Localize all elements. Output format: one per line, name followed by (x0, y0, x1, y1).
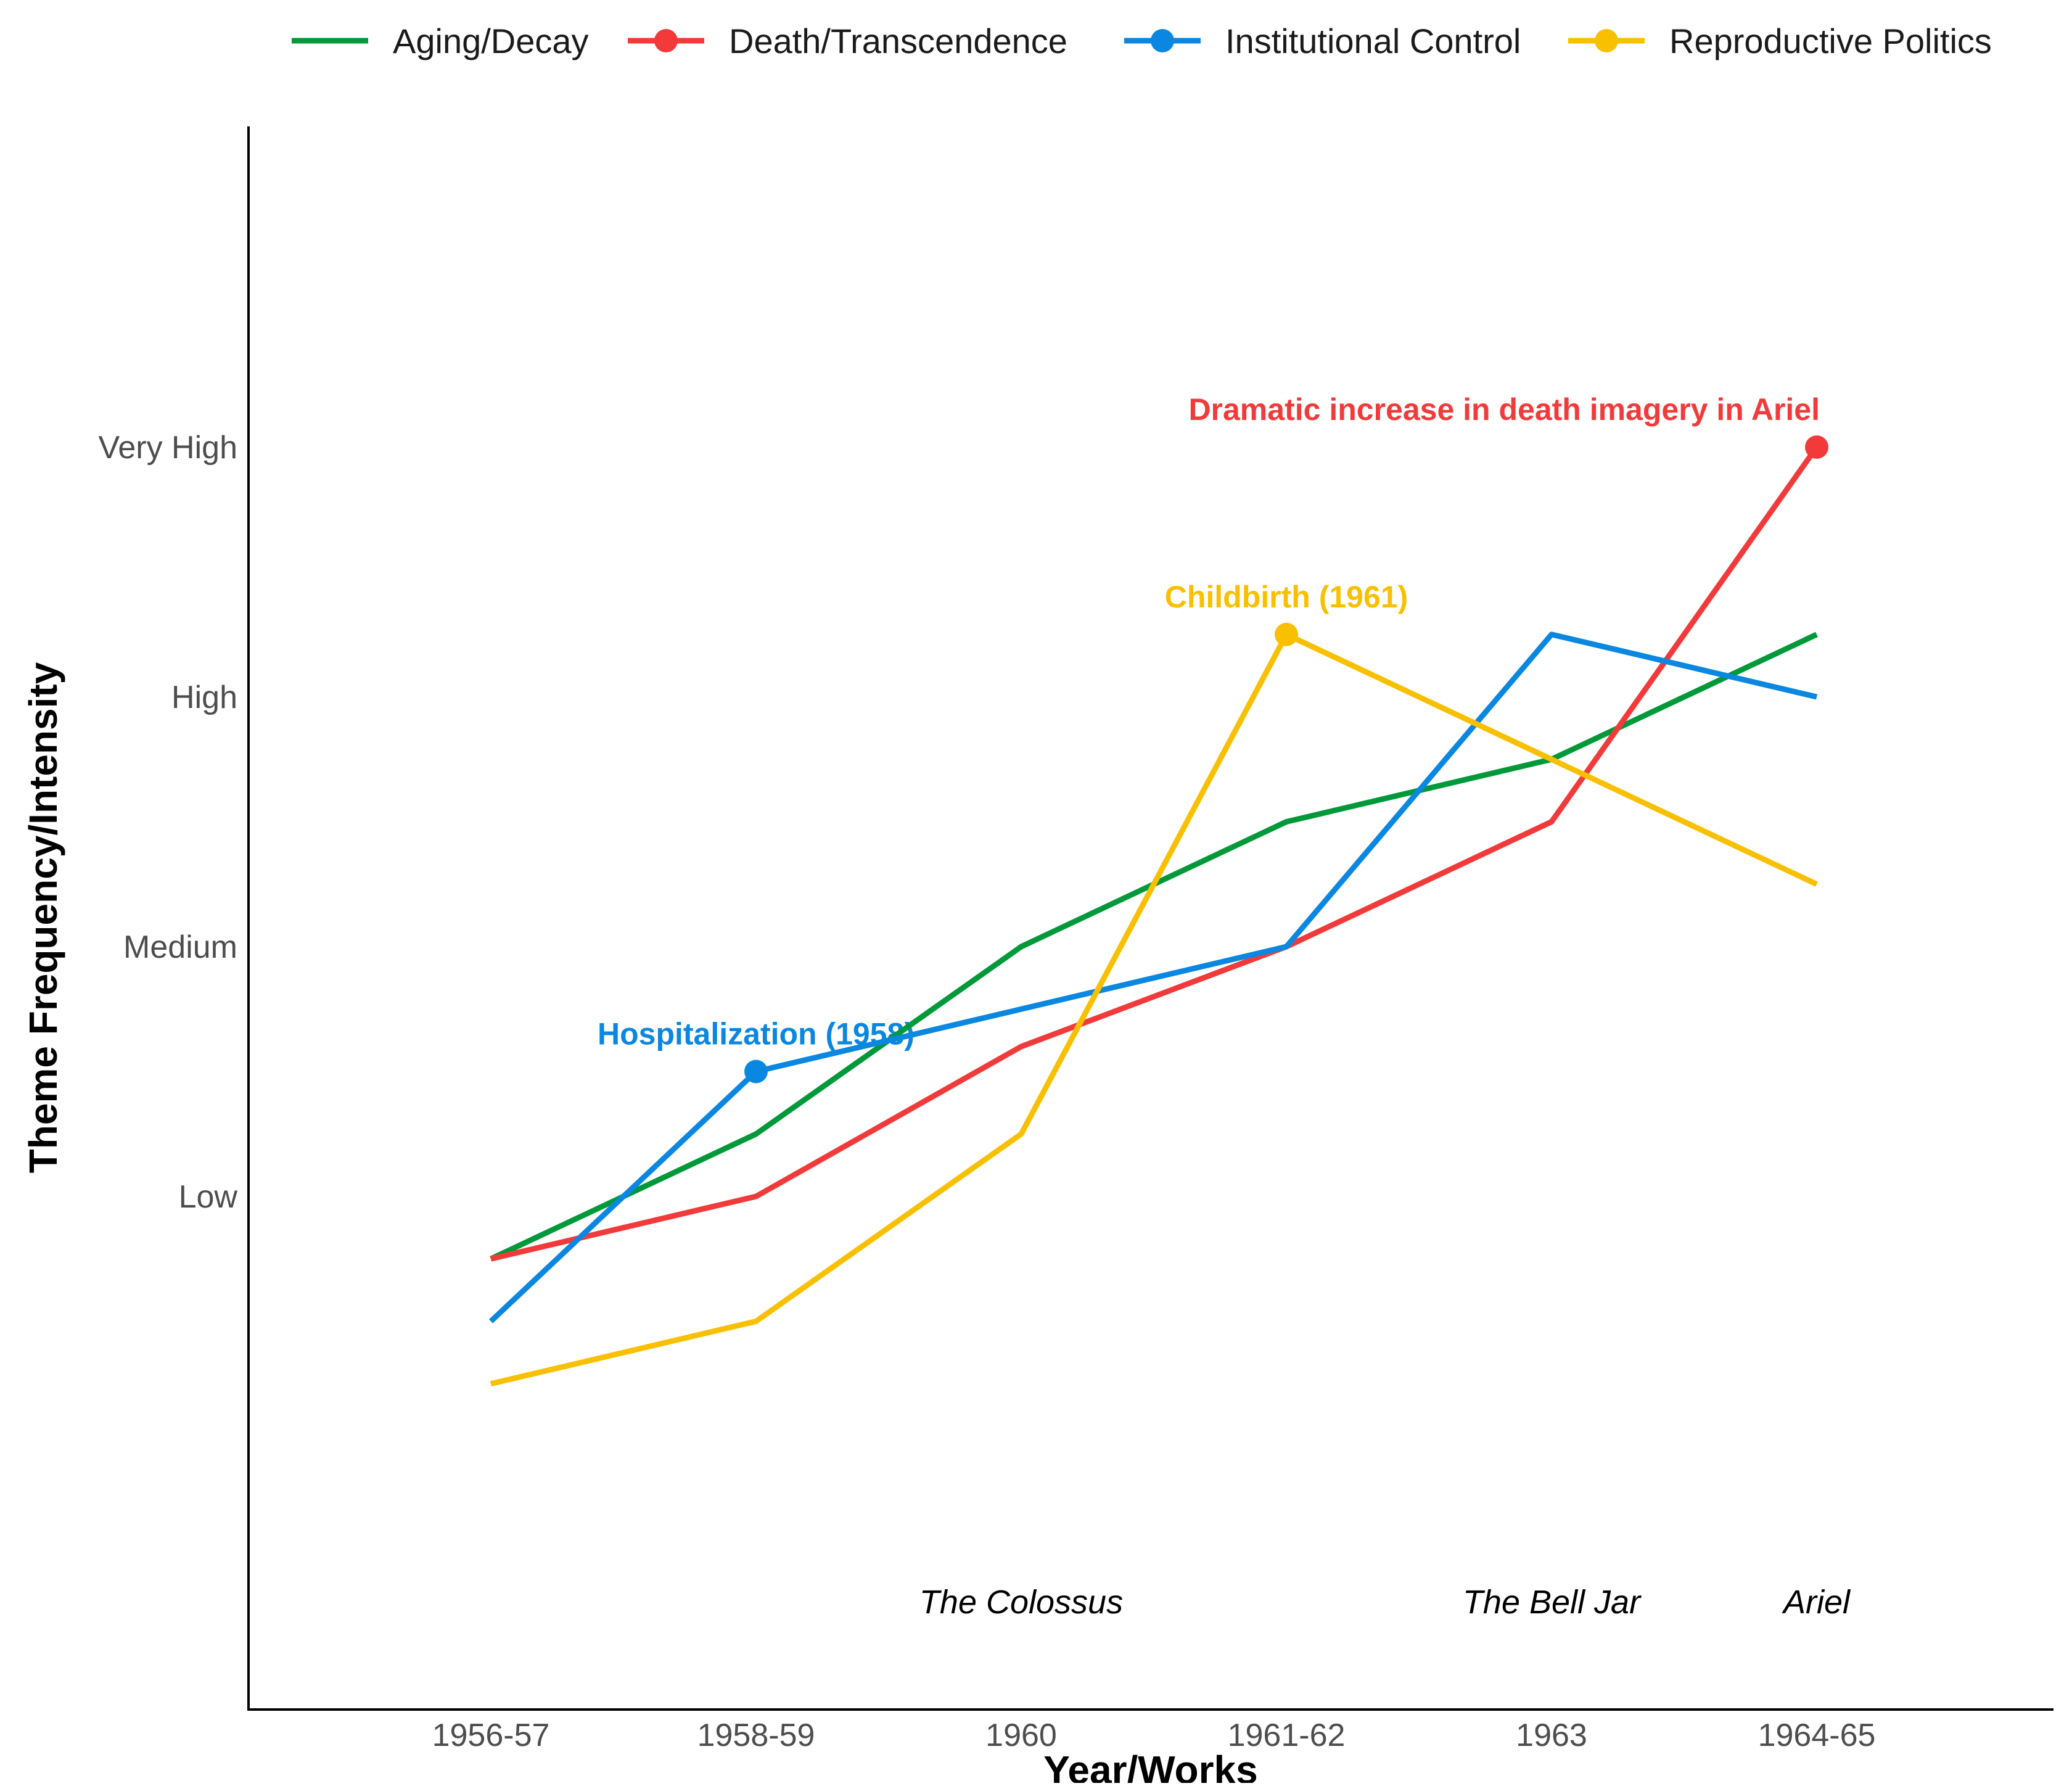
work-label-the-bell-jar: The Bell Jar (1463, 1584, 1642, 1621)
x-tick-label-1958-59: 1958-59 (697, 1718, 815, 1753)
legend-item-death-transcendence: Death/Transcendence (628, 22, 1067, 60)
highlight-point-institutional-control (744, 1060, 768, 1084)
x-tick-labels: 1956-57 1958-59 1960 1961-62 1963 1964-65 (432, 1718, 1876, 1753)
y-tick-label-medium: Medium (123, 929, 237, 965)
x-axis-title: Year/Works (1043, 1748, 1257, 1783)
legend-swatch-dot-reproductive-politics (1595, 29, 1618, 52)
legend-label-aging-decay: Aging/Decay (393, 22, 589, 60)
legend-swatch-dot-death-transcendence (654, 29, 678, 52)
axes (247, 126, 2054, 1711)
series-reproductive-politics (490, 622, 1818, 1387)
x-tick-label-1964-65: 1964-65 (1758, 1718, 1876, 1753)
work-label-ariel: Ariel (1782, 1584, 1851, 1621)
x-tick-label-1960: 1960 (985, 1718, 1057, 1753)
legend-label-institutional-control: Institutional Control (1225, 22, 1521, 60)
series-institutional-control (488, 632, 1818, 1323)
legend-label-death-transcendence: Death/Transcendence (729, 22, 1067, 60)
legend-swatch-dot-institutional-control (1151, 29, 1174, 52)
series-line-death-transcendence (490, 445, 1819, 1262)
work-labels: The Colossus The Bell Jar Ariel (919, 1584, 1851, 1621)
y-tick-label-high: High (171, 680, 237, 715)
annotation-childbirth-1961: Childbirth (1961) (1165, 580, 1408, 614)
y-tick-labels: Low Medium High Very High (99, 430, 238, 1215)
x-tick-label-1961-62: 1961-62 (1228, 1718, 1346, 1753)
x-tick-label-1956-57: 1956-57 (432, 1718, 550, 1753)
series-line-reproductive-politics (490, 632, 1818, 1387)
legend: Aging/Decay Death/Transcendence Institutio… (292, 22, 1992, 60)
series-layer (488, 435, 1828, 1387)
y-tick-label-very-high: Very High (99, 430, 237, 466)
y-tick-label-low: Low (179, 1179, 238, 1215)
work-label-the-colossus: The Colossus (919, 1584, 1123, 1621)
highlight-point-death-transcendence (1805, 435, 1828, 459)
legend-item-reproductive-politics: Reproductive Politics (1568, 22, 1992, 60)
legend-item-aging-decay: Aging/Decay (292, 22, 589, 60)
highlight-point-reproductive-politics (1275, 622, 1298, 646)
series-line-institutional-control (488, 632, 1818, 1323)
series-death-transcendence (490, 435, 1828, 1262)
legend-label-reproductive-politics: Reproductive Politics (1669, 22, 1992, 60)
x-tick-label-1963: 1963 (1516, 1718, 1587, 1753)
legend-item-institutional-control: Institutional Control (1124, 22, 1521, 60)
y-axis-title: Theme Frequency/Intensity (21, 662, 65, 1173)
annotation-dramatic-increase-in-death-imagery-in-ar: Dramatic increase in death imagery in Ar… (1188, 392, 1820, 427)
